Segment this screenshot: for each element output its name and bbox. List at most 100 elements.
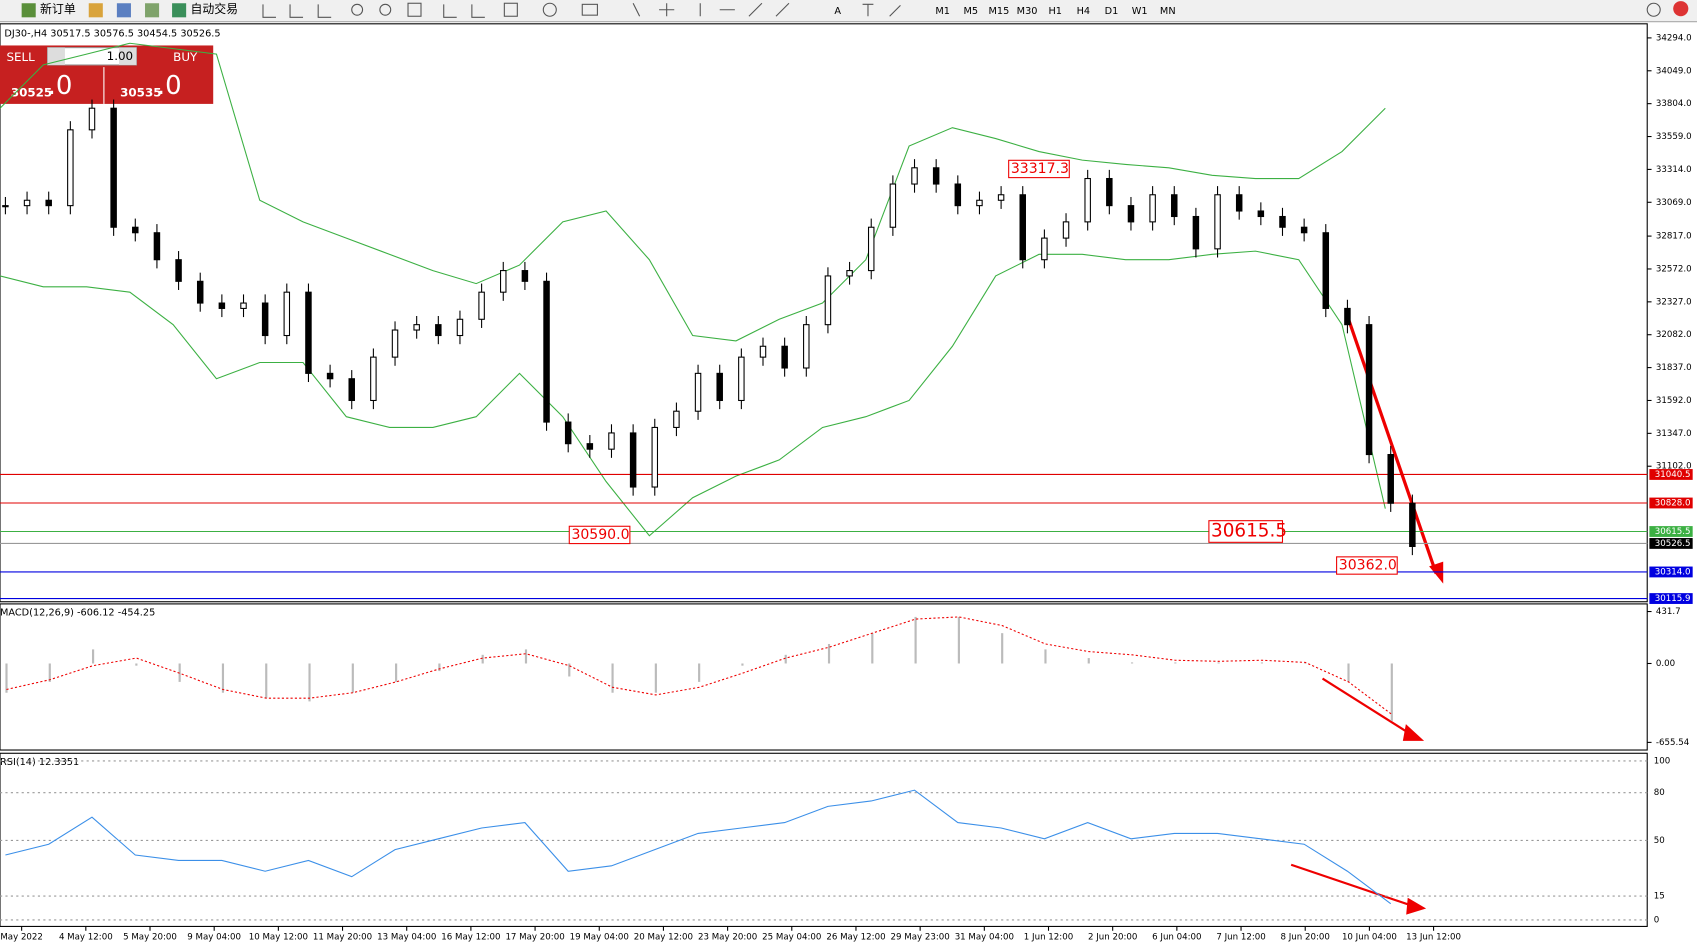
new-order[interactable]: 新订单 [40,2,76,16]
icon[interactable] [116,3,131,18]
level-label: 30115.9 [1655,594,1691,604]
new-order-icon[interactable] [21,3,36,18]
candle [1322,232,1330,309]
candle [175,259,182,282]
macd-bar [1087,658,1090,664]
level-tag [1649,526,1693,537]
x-tick-label: 10 Jun 04:00 [1342,933,1397,943]
toolbar [0,0,1697,22]
x-tick-label: 31 May 04:00 [955,933,1014,943]
x-tick-label: 23 May 20:00 [698,933,757,943]
macd-bar [741,663,744,666]
macd-label: MACD(12,26,9) -606.12 -454.25 [0,608,155,619]
candle [1235,194,1243,212]
macd-bar [48,663,51,682]
ask: 30535 [120,86,161,100]
macd-bar [481,654,484,664]
macd-bar [135,663,138,666]
y-tick-label: 33314.0 [1656,165,1692,175]
timeframe[interactable]: D1 [1105,6,1119,17]
timeframe[interactable]: H4 [1077,6,1091,17]
candle [932,167,940,185]
candle [45,199,52,207]
sell-button[interactable]: SELL [6,50,35,64]
timeframe[interactable]: MN [1160,6,1176,17]
macd-bar [1390,663,1393,721]
y-tick-label: 31347.0 [1656,429,1692,439]
level-label: 31040.5 [1655,470,1691,480]
macd-bar [784,654,787,664]
timeframe[interactable]: M1 [935,6,950,17]
y-tick-label: 32572.0 [1656,264,1692,274]
macd-bar [1174,662,1177,664]
macd-bar [351,663,354,693]
timeframe[interactable]: M30 [1017,6,1038,17]
search[interactable] [1646,2,1661,17]
y-tick-label: 31102.0 [1656,462,1692,472]
candle [1106,177,1113,207]
candle [478,291,485,320]
icon[interactable] [88,3,103,18]
buy-button[interactable]: BUY [173,50,198,64]
x-tick-label: 4 May 12:00 [59,933,113,943]
macd-bar [438,663,441,672]
x-tick-label: 17 May 20:00 [505,933,564,943]
candle [1062,221,1070,239]
x-tick-label: 13 May 04:00 [377,933,436,943]
candle [196,280,204,304]
trend-arrows [1290,315,1444,915]
timeframe[interactable]: W1 [1132,6,1148,17]
x-tick-label: May 2022 [0,933,43,943]
y-tick-label: 33804.0 [1656,99,1692,109]
candle [651,426,659,488]
candle [1127,205,1135,223]
volume[interactable]: 1.00 [107,49,133,63]
level-label: 30526.5 [1655,539,1691,549]
notification[interactable] [1673,1,1689,17]
x-tick-label: 6 Jun 04:00 [1152,933,1201,943]
macd-bar [957,616,960,664]
icon[interactable] [145,3,160,18]
candle [911,167,918,185]
macd-bar [914,616,917,664]
trade-panel: SELL BUY 1.00 30525 .0 30535 .0 [0,45,214,104]
x-tick-label: 19 May 04:00 [570,933,629,943]
candle [976,199,983,207]
price-annotation: 30362.0 [1339,558,1397,574]
y-tick-label: 32082.0 [1656,330,1692,340]
y-tick-label: 31592.0 [1656,396,1692,406]
ask-big: .0 [157,71,182,101]
candle [1409,502,1416,548]
text-tool[interactable]: A [834,6,841,17]
auto-trade[interactable]: 自动交易 [190,2,238,16]
candle [23,199,31,207]
auto-trade-icon[interactable] [172,3,187,18]
candle [391,329,399,358]
band-lower [0,250,1386,537]
timeframe[interactable]: M15 [989,6,1010,17]
x-tick-label: 8 Jun 20:00 [1281,933,1330,943]
candle [997,194,1005,201]
price-annotation-box [1008,159,1070,179]
candle [1041,237,1048,261]
rsi-pane [0,752,1648,927]
candle [67,129,74,207]
timeframe[interactable]: H1 [1048,6,1062,17]
level-tag [1649,469,1693,480]
timeframe[interactable]: M5 [963,6,978,17]
macd-bar [611,663,614,693]
candle [867,226,875,272]
candle [240,302,247,309]
candle [435,324,442,337]
candle [1279,215,1286,228]
y-tick-label: 431.7 [1656,607,1681,617]
candle [803,324,810,369]
level-tag [1649,538,1693,549]
candle [889,183,897,228]
x-tick-label: 20 May 12:00 [634,933,693,943]
macd-bar [265,663,268,699]
price-annotation-box [1208,520,1284,543]
candle [1365,324,1373,456]
x-tick-label: 1 Jun 12:00 [1024,933,1073,943]
candle [283,291,291,337]
